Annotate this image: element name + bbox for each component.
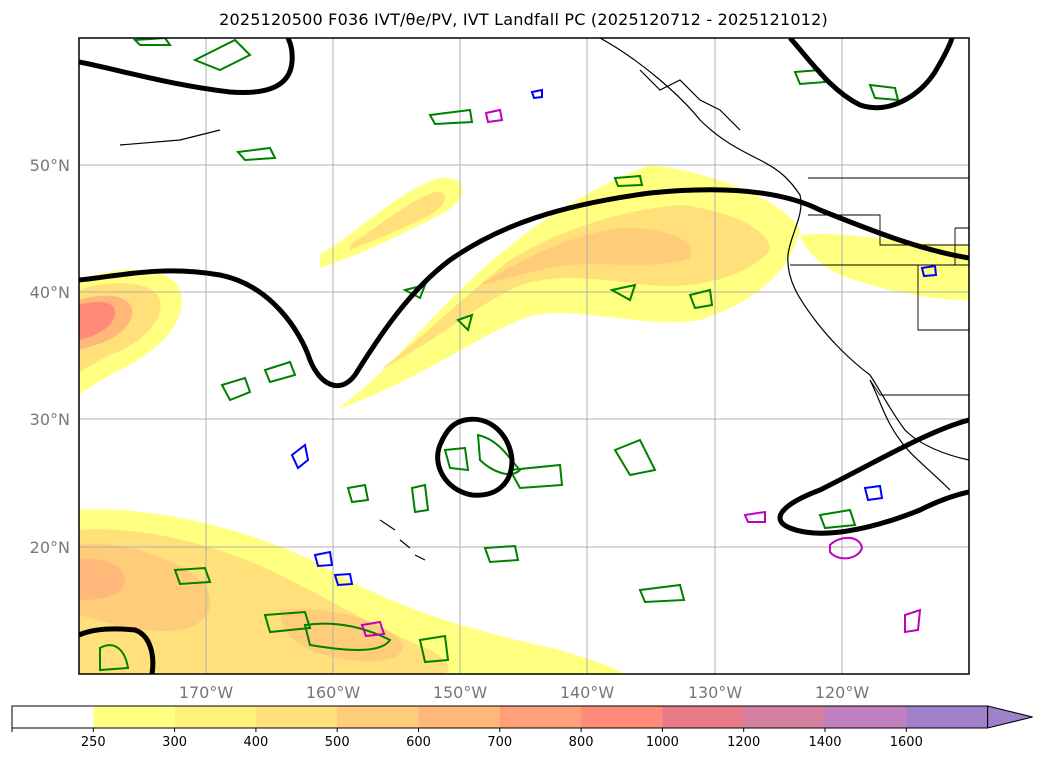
lat-label-50n: 50°N [30,156,70,175]
colorbar-segment [174,706,257,728]
colorbar-tick-label: 1400 [808,735,841,750]
pv-contours-magenta [360,108,922,638]
gridlines [79,38,969,674]
longitude-labels: 170°W 160°W 150°W 140°W 130°W 120°W [179,683,870,702]
lat-label-20n: 20°N [30,538,70,557]
lon-label-120w: 120°W [815,683,870,702]
colorbar-segment [581,706,663,728]
pc-contours [79,38,969,674]
state-borders [790,177,969,396]
colorbar-segment [825,706,907,728]
colorbar-tick-label: 1000 [646,735,679,750]
lon-label-160w: 160°W [306,683,361,702]
colorbar-tick-label: 400 [243,735,268,750]
colorbar-segment [743,706,826,728]
colorbar-tick-label: 250 [81,735,106,750]
theta-e-contours [99,38,900,672]
colorbar-segment [12,706,94,728]
pv-contours-blue [290,88,938,587]
colorbar-segment [418,706,501,728]
colorbar-tick-label: 500 [325,735,350,750]
colorbar-tick-label: 700 [487,735,512,750]
lat-label-30n: 30°N [30,410,70,429]
lon-label-170w: 170°W [179,683,234,702]
colorbar-segment [906,706,989,728]
colorbar-tick-label: 1600 [890,735,923,750]
latitude-labels: 50°N 40°N 30°N 20°N [30,156,70,557]
colorbar-tick-label: 1200 [727,735,760,750]
lon-label-140w: 140°W [560,683,615,702]
map-frame [78,37,970,675]
colorbar-segment [93,706,176,728]
colorbar-tick-label: 600 [406,735,431,750]
colorbar-tick-label: 300 [162,735,187,750]
colorbar-tick-label: 800 [569,735,594,750]
lat-label-40n: 40°N [30,283,70,302]
lon-label-150w: 150°W [433,683,488,702]
colorbar-extend-arrow [987,705,1033,729]
coastlines [119,38,969,561]
lon-label-130w: 130°W [688,683,743,702]
colorbar: 250 300 400 500 600 700 800 1000 1200 1400 1600 [11,705,1033,750]
colorbar-segment [337,706,419,728]
colorbar-segment [255,706,338,728]
colorbar-segment [662,706,745,728]
map-title: 2025120500 F036 IVT/θe/PV, IVT Landfall … [219,10,828,29]
colorbar-segment [499,706,582,728]
